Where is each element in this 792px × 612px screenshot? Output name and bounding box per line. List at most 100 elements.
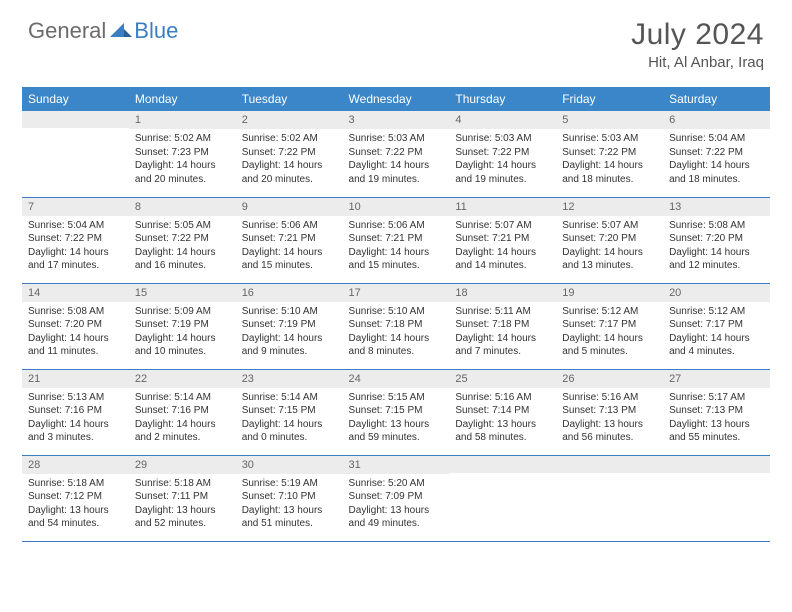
daylight-text: Daylight: 13 hours and 56 minutes. <box>562 418 657 445</box>
day-number: 12 <box>556 198 663 216</box>
day-details: Sunrise: 5:10 AMSunset: 7:18 PMDaylight:… <box>343 302 450 364</box>
sunset-text: Sunset: 7:22 PM <box>669 146 764 160</box>
day-number: 3 <box>343 111 450 129</box>
daylight-text: Daylight: 14 hours and 15 minutes. <box>349 246 444 273</box>
sunset-text: Sunset: 7:09 PM <box>349 490 444 504</box>
day-number: 7 <box>22 198 129 216</box>
calendar-week-row: 14Sunrise: 5:08 AMSunset: 7:20 PMDayligh… <box>22 283 770 369</box>
sunrise-text: Sunrise: 5:14 AM <box>135 391 230 405</box>
sunrise-text: Sunrise: 5:15 AM <box>349 391 444 405</box>
daylight-text: Daylight: 14 hours and 15 minutes. <box>242 246 337 273</box>
sunrise-text: Sunrise: 5:07 AM <box>562 219 657 233</box>
day-number: 26 <box>556 370 663 388</box>
sunrise-text: Sunrise: 5:11 AM <box>455 305 550 319</box>
day-number: 29 <box>129 456 236 474</box>
day-details: Sunrise: 5:02 AMSunset: 7:23 PMDaylight:… <box>129 129 236 191</box>
day-details: Sunrise: 5:07 AMSunset: 7:20 PMDaylight:… <box>556 216 663 278</box>
day-details: Sunrise: 5:06 AMSunset: 7:21 PMDaylight:… <box>236 216 343 278</box>
day-number: 22 <box>129 370 236 388</box>
sunrise-text: Sunrise: 5:13 AM <box>28 391 123 405</box>
sunset-text: Sunset: 7:17 PM <box>562 318 657 332</box>
daylight-text: Daylight: 14 hours and 20 minutes. <box>242 159 337 186</box>
sunrise-text: Sunrise: 5:04 AM <box>28 219 123 233</box>
sunrise-text: Sunrise: 5:06 AM <box>349 219 444 233</box>
day-details: Sunrise: 5:04 AMSunset: 7:22 PMDaylight:… <box>22 216 129 278</box>
day-number: 24 <box>343 370 450 388</box>
day-details: Sunrise: 5:15 AMSunset: 7:15 PMDaylight:… <box>343 388 450 450</box>
calendar-day-cell: 30Sunrise: 5:19 AMSunset: 7:10 PMDayligh… <box>236 455 343 541</box>
sunrise-text: Sunrise: 5:20 AM <box>349 477 444 491</box>
daylight-text: Daylight: 14 hours and 12 minutes. <box>669 246 764 273</box>
daylight-text: Daylight: 14 hours and 13 minutes. <box>562 246 657 273</box>
sunrise-text: Sunrise: 5:07 AM <box>455 219 550 233</box>
sunset-text: Sunset: 7:21 PM <box>349 232 444 246</box>
day-number: 18 <box>449 284 556 302</box>
daylight-text: Daylight: 13 hours and 58 minutes. <box>455 418 550 445</box>
day-details: Sunrise: 5:08 AMSunset: 7:20 PMDaylight:… <box>663 216 770 278</box>
calendar-day-cell: 7Sunrise: 5:04 AMSunset: 7:22 PMDaylight… <box>22 197 129 283</box>
calendar-day-cell <box>663 455 770 541</box>
day-details: Sunrise: 5:10 AMSunset: 7:19 PMDaylight:… <box>236 302 343 364</box>
sunrise-text: Sunrise: 5:03 AM <box>562 132 657 146</box>
day-number: 17 <box>343 284 450 302</box>
calendar-day-cell: 26Sunrise: 5:16 AMSunset: 7:13 PMDayligh… <box>556 369 663 455</box>
sunset-text: Sunset: 7:15 PM <box>349 404 444 418</box>
weekday-header-row: Sunday Monday Tuesday Wednesday Thursday… <box>22 87 770 111</box>
daylight-text: Daylight: 14 hours and 19 minutes. <box>349 159 444 186</box>
day-number: 20 <box>663 284 770 302</box>
sunset-text: Sunset: 7:18 PM <box>455 318 550 332</box>
weekday-header: Sunday <box>22 87 129 111</box>
sunset-text: Sunset: 7:15 PM <box>242 404 337 418</box>
sunset-text: Sunset: 7:22 PM <box>349 146 444 160</box>
day-details: Sunrise: 5:04 AMSunset: 7:22 PMDaylight:… <box>663 129 770 191</box>
sunrise-text: Sunrise: 5:14 AM <box>242 391 337 405</box>
sunset-text: Sunset: 7:22 PM <box>242 146 337 160</box>
day-details: Sunrise: 5:18 AMSunset: 7:11 PMDaylight:… <box>129 474 236 536</box>
day-number: 27 <box>663 370 770 388</box>
day-number: 2 <box>236 111 343 129</box>
sunset-text: Sunset: 7:19 PM <box>242 318 337 332</box>
day-number: 16 <box>236 284 343 302</box>
daylight-text: Daylight: 14 hours and 18 minutes. <box>562 159 657 186</box>
day-details: Sunrise: 5:20 AMSunset: 7:09 PMDaylight:… <box>343 474 450 536</box>
sunset-text: Sunset: 7:20 PM <box>669 232 764 246</box>
brand-triangle-icon <box>110 20 132 43</box>
day-number <box>22 111 129 128</box>
calendar-day-cell: 28Sunrise: 5:18 AMSunset: 7:12 PMDayligh… <box>22 455 129 541</box>
day-details: Sunrise: 5:18 AMSunset: 7:12 PMDaylight:… <box>22 474 129 536</box>
day-details: Sunrise: 5:11 AMSunset: 7:18 PMDaylight:… <box>449 302 556 364</box>
sunrise-text: Sunrise: 5:05 AM <box>135 219 230 233</box>
calendar-day-cell: 6Sunrise: 5:04 AMSunset: 7:22 PMDaylight… <box>663 111 770 197</box>
day-details: Sunrise: 5:09 AMSunset: 7:19 PMDaylight:… <box>129 302 236 364</box>
daylight-text: Daylight: 14 hours and 2 minutes. <box>135 418 230 445</box>
calendar-day-cell: 10Sunrise: 5:06 AMSunset: 7:21 PMDayligh… <box>343 197 450 283</box>
day-details: Sunrise: 5:12 AMSunset: 7:17 PMDaylight:… <box>663 302 770 364</box>
sunset-text: Sunset: 7:22 PM <box>562 146 657 160</box>
daylight-text: Daylight: 14 hours and 14 minutes. <box>455 246 550 273</box>
calendar-week-row: 7Sunrise: 5:04 AMSunset: 7:22 PMDaylight… <box>22 197 770 283</box>
daylight-text: Daylight: 14 hours and 19 minutes. <box>455 159 550 186</box>
sunrise-text: Sunrise: 5:17 AM <box>669 391 764 405</box>
day-number <box>556 456 663 473</box>
sunrise-text: Sunrise: 5:08 AM <box>669 219 764 233</box>
daylight-text: Daylight: 14 hours and 16 minutes. <box>135 246 230 273</box>
sunset-text: Sunset: 7:11 PM <box>135 490 230 504</box>
day-number: 15 <box>129 284 236 302</box>
calendar-day-cell: 4Sunrise: 5:03 AMSunset: 7:22 PMDaylight… <box>449 111 556 197</box>
day-number: 14 <box>22 284 129 302</box>
sunset-text: Sunset: 7:14 PM <box>455 404 550 418</box>
day-details: Sunrise: 5:16 AMSunset: 7:14 PMDaylight:… <box>449 388 556 450</box>
calendar-day-cell: 24Sunrise: 5:15 AMSunset: 7:15 PMDayligh… <box>343 369 450 455</box>
calendar-day-cell: 22Sunrise: 5:14 AMSunset: 7:16 PMDayligh… <box>129 369 236 455</box>
sunset-text: Sunset: 7:22 PM <box>135 232 230 246</box>
day-details: Sunrise: 5:07 AMSunset: 7:21 PMDaylight:… <box>449 216 556 278</box>
weekday-header: Tuesday <box>236 87 343 111</box>
sunset-text: Sunset: 7:21 PM <box>455 232 550 246</box>
calendar-day-cell: 21Sunrise: 5:13 AMSunset: 7:16 PMDayligh… <box>22 369 129 455</box>
sunrise-text: Sunrise: 5:18 AM <box>135 477 230 491</box>
daylight-text: Daylight: 14 hours and 18 minutes. <box>669 159 764 186</box>
calendar-week-row: 21Sunrise: 5:13 AMSunset: 7:16 PMDayligh… <box>22 369 770 455</box>
day-number: 19 <box>556 284 663 302</box>
day-number: 21 <box>22 370 129 388</box>
daylight-text: Daylight: 14 hours and 5 minutes. <box>562 332 657 359</box>
